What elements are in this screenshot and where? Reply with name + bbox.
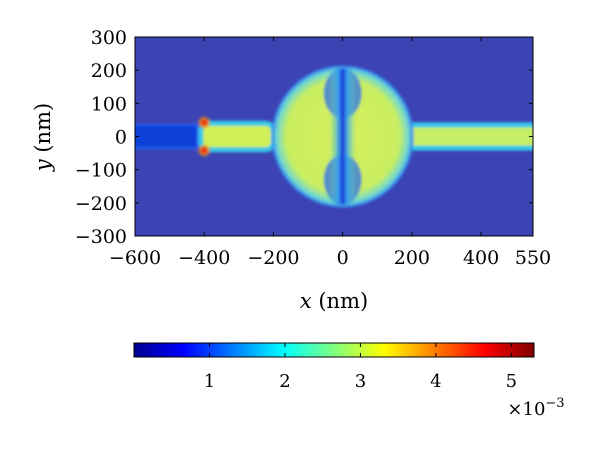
- gap-field: [328, 68, 357, 205]
- x-tick-label: 550: [515, 247, 551, 269]
- y-tick-label: 100: [91, 93, 127, 115]
- heatmap-plot: [134, 36, 534, 237]
- x-tick-label: −200: [247, 247, 299, 269]
- x-tick-label: −400: [178, 247, 230, 269]
- y-axis-title: y (nm): [31, 103, 55, 172]
- colorbar-tick-label: 3: [355, 371, 366, 392]
- x-tick-label: 0: [337, 247, 349, 269]
- colorbar-tick-label: 5: [506, 371, 517, 392]
- colorbar: 1 2 3 4 5 ×10−3: [133, 342, 565, 420]
- colorbar-tick-label: 1: [204, 371, 215, 392]
- y-tick-label: 200: [91, 60, 127, 82]
- y-tick-label: 0: [115, 127, 127, 149]
- x-tick-label: −600: [109, 247, 161, 269]
- feed-wire-field: [198, 120, 276, 153]
- x-axis-title: x (nm): [300, 289, 368, 313]
- x-axis: −600 −400 −200 0 200 400 550: [109, 37, 551, 269]
- colorbar-gradient: [133, 342, 535, 358]
- y-tick-label: 300: [91, 27, 127, 49]
- colorbar-multiplier: ×10−3: [507, 396, 564, 420]
- colorbar-tick-label: 4: [430, 371, 441, 392]
- hotspot-bottom: [197, 143, 212, 158]
- right-arm-field: [405, 122, 533, 151]
- colorbar-tick-label: 2: [279, 371, 290, 392]
- colorbar-ticks: 1 2 3 4 5: [204, 343, 517, 392]
- hotspot-top: [197, 115, 212, 130]
- x-tick-label: 200: [394, 247, 430, 269]
- x-tick-label: 400: [463, 247, 499, 269]
- y-tick-label: −200: [75, 193, 127, 215]
- y-axis: 300 200 100 0 −100 −200 −300: [75, 27, 533, 248]
- left-arm-field: [135, 123, 199, 150]
- y-tick-label: −100: [75, 160, 127, 182]
- y-tick-label: −300: [75, 226, 127, 248]
